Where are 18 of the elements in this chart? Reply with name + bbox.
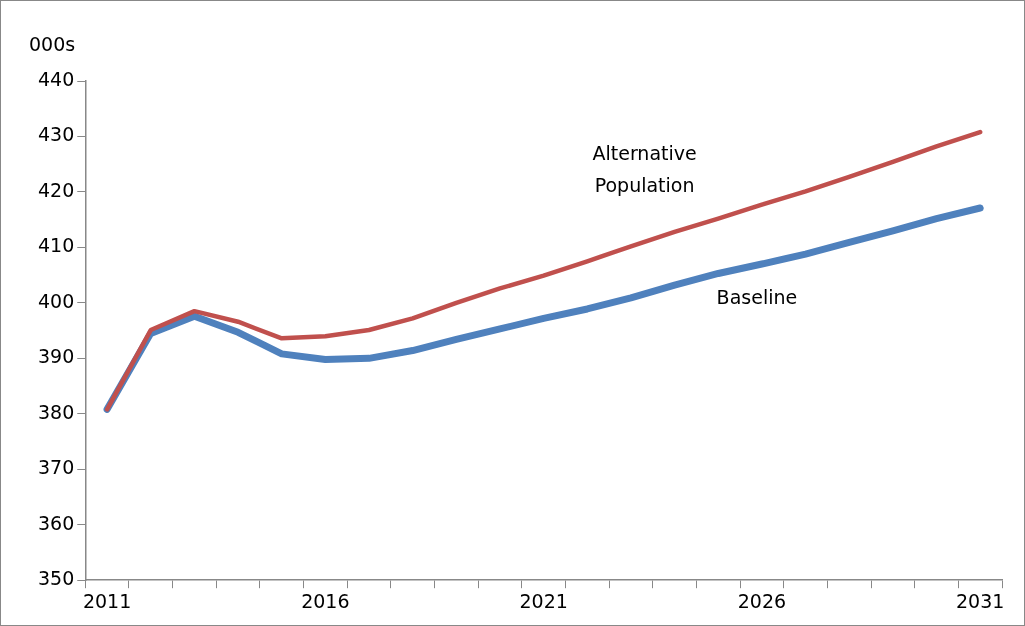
y-tick-label: 410 bbox=[38, 234, 75, 257]
y-tick-label: 430 bbox=[38, 123, 75, 146]
x-tick-label: 2016 bbox=[301, 589, 350, 612]
x-tick-label: 2011 bbox=[82, 589, 132, 612]
x-tick-label: 2026 bbox=[737, 589, 787, 612]
series-label: Baseline bbox=[716, 286, 798, 309]
series-label: Alternative Population bbox=[592, 141, 697, 196]
y-tick-label: 360 bbox=[38, 511, 75, 534]
y-tick-label: 400 bbox=[38, 289, 75, 312]
y-tick-label: 350 bbox=[38, 567, 75, 590]
y-tick-label: 370 bbox=[38, 456, 75, 479]
y-tick-label: 440 bbox=[38, 67, 75, 90]
y-tick-label: 420 bbox=[38, 178, 75, 201]
y-axis-title: 000s bbox=[29, 33, 76, 55]
y-tick-label: 390 bbox=[38, 345, 75, 368]
x-tick-label: 2031 bbox=[955, 589, 1005, 612]
y-tick-label: 380 bbox=[38, 400, 75, 423]
x-tick-label: 2021 bbox=[519, 589, 568, 612]
